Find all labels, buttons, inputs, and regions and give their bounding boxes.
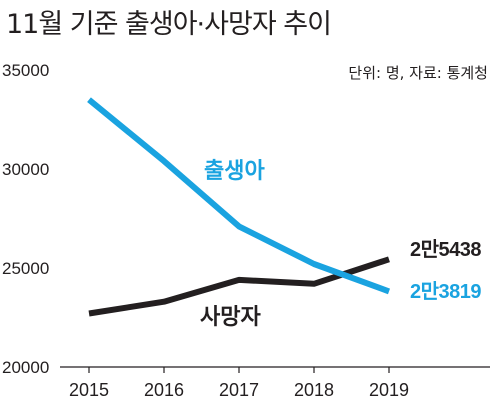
x-tick-label: 2017 [219, 380, 259, 400]
births-series-label: 출생아 [204, 159, 265, 184]
births-end-label: 2만3819 [410, 280, 481, 303]
y-axis: 35000 30000 25000 20000 [2, 61, 49, 377]
births-line [87, 97, 391, 295]
x-axis: 2015 2016 2017 2018 2019 [69, 367, 409, 400]
x-tick-label: 2016 [144, 380, 184, 400]
x-tick-label: 2019 [369, 380, 409, 400]
deaths-series-label: 사망자 [200, 305, 261, 330]
chart-title: 11월 기준 출생아·사망자 추이 [6, 9, 332, 40]
y-tick-label: 20000 [2, 358, 49, 377]
y-tick-label: 30000 [2, 160, 49, 179]
x-tick-label: 2018 [294, 380, 334, 400]
deaths-end-label: 2만5438 [410, 238, 481, 261]
source-note: 단위: 명, 자료: 통계청 [348, 64, 488, 82]
series-births [87, 97, 391, 295]
x-tick-label: 2015 [69, 380, 109, 400]
y-tick-label: 35000 [2, 61, 49, 80]
y-tick-label: 25000 [2, 259, 49, 278]
